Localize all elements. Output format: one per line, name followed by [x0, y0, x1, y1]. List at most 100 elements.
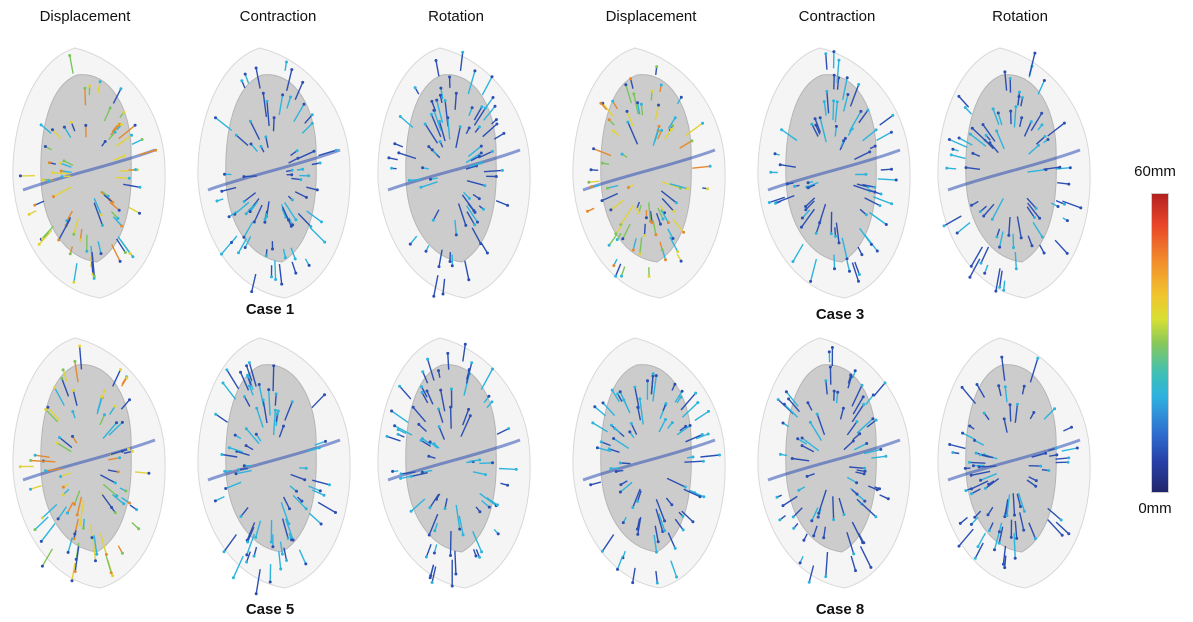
vector-arrowhead — [874, 515, 878, 519]
vector-arrow — [854, 261, 861, 275]
vector-arrow — [108, 131, 116, 141]
vector-arrowhead — [265, 99, 269, 103]
vector-arrowhead — [137, 527, 141, 531]
vector-arrowhead — [33, 203, 37, 207]
vector-arrow — [45, 468, 63, 472]
vector-arrow — [851, 262, 860, 282]
vector-arrowhead — [487, 505, 491, 509]
vector-arrow — [472, 471, 486, 476]
vector-arrow — [447, 353, 450, 370]
vector-arrow — [949, 443, 966, 450]
vector-arrow — [1004, 555, 1007, 568]
vector-arrow — [806, 181, 819, 188]
vector-arrowhead — [648, 219, 652, 223]
vector-arrow — [1043, 166, 1060, 170]
vector-arrow — [848, 111, 862, 132]
vector-arrowhead — [1033, 51, 1037, 55]
vector-arrow — [666, 477, 686, 488]
vector-arrowhead — [708, 164, 712, 168]
vector-arrowhead — [951, 451, 955, 454]
vector-arrow — [602, 102, 614, 117]
vector-arrowhead — [690, 139, 694, 143]
vector-arrow — [40, 124, 52, 134]
vector-arrowhead — [304, 562, 308, 566]
colorbar-min-label: 0mm — [1138, 500, 1172, 517]
vector-arrowhead — [118, 259, 122, 263]
vector-arrow — [983, 203, 995, 217]
vector-arrowhead — [963, 106, 967, 109]
vector-arrowhead — [977, 465, 981, 469]
vector-arrowhead — [627, 186, 630, 189]
vector-arrowhead — [621, 237, 625, 241]
vector-arrow — [286, 96, 292, 109]
vector-arrow — [876, 131, 892, 142]
vector-arrow — [442, 278, 446, 295]
vector-arrowhead — [1014, 105, 1018, 109]
vector-arrow — [835, 222, 840, 243]
vector-arrowhead — [233, 433, 237, 437]
vector-arrow — [602, 402, 616, 417]
vector-arrowhead — [600, 199, 604, 203]
vector-arrowhead — [425, 389, 429, 393]
vector-arrowhead — [432, 442, 436, 446]
vector-arrowhead — [859, 109, 863, 113]
vector-arrowhead — [312, 149, 316, 153]
vector-arrowhead — [1009, 109, 1013, 113]
vector-arrow — [281, 208, 287, 218]
vector-arrowhead — [855, 481, 859, 485]
vector-arrowhead — [327, 483, 331, 487]
vector-arrow — [998, 522, 1003, 532]
vector-arrowhead — [78, 238, 82, 242]
vector-arrowhead — [295, 489, 298, 493]
vector-arrow — [836, 60, 840, 84]
vector-arrow — [466, 180, 486, 187]
vector-arrowhead — [399, 472, 403, 476]
vector-arrowhead — [969, 264, 973, 268]
vector-arrow — [110, 448, 129, 456]
vector-arrow — [700, 454, 720, 458]
vector-arrow — [444, 498, 448, 509]
vector-arrow — [992, 108, 1000, 126]
vector-arrow — [120, 399, 131, 410]
vector-arrow — [240, 506, 249, 517]
vector-arrow — [109, 201, 120, 211]
vector-arrowhead — [61, 493, 65, 497]
vector-arrowhead — [622, 398, 626, 402]
vector-arrow — [640, 104, 644, 116]
vector-arrow — [74, 361, 79, 383]
vector-arrowhead — [797, 488, 801, 492]
vector-arrowhead — [294, 271, 298, 275]
vector-arrowhead — [51, 128, 54, 132]
vector-arrowhead — [304, 507, 308, 511]
vector-arrowhead — [214, 412, 218, 416]
vector-arrowhead — [948, 443, 952, 446]
vector-arrow — [272, 365, 275, 392]
vector-arrowhead — [57, 238, 61, 242]
vector-arrow — [398, 152, 417, 160]
vector-arrow — [99, 533, 108, 555]
vector-arrowhead — [387, 156, 391, 160]
vector-arrowhead — [800, 444, 804, 448]
vector-arrowhead — [1013, 556, 1017, 560]
vector-arrowhead — [222, 550, 226, 554]
vector-arrow — [862, 129, 877, 142]
vector-arrow — [473, 107, 486, 126]
vector-arrowhead — [664, 402, 668, 406]
vector-arrow — [879, 494, 889, 500]
vector-arrowhead — [848, 269, 851, 273]
vector-arrowhead — [817, 511, 821, 515]
vector-arrowhead — [688, 424, 692, 427]
vector-arrow — [958, 528, 974, 547]
vector-arrowhead — [806, 401, 810, 405]
vector-arrowhead — [862, 541, 866, 545]
vector-arrowhead — [837, 241, 841, 245]
vector-arrowhead — [971, 464, 975, 468]
vector-arrow — [243, 396, 251, 407]
vector-arrowhead — [616, 392, 620, 396]
vector-arrow — [410, 472, 428, 478]
vector-arrow — [312, 479, 330, 486]
vector-arrowhead — [411, 405, 415, 409]
vector-arrow — [483, 169, 503, 173]
vector-arrow — [769, 196, 786, 204]
vector-arrowhead — [94, 559, 97, 563]
